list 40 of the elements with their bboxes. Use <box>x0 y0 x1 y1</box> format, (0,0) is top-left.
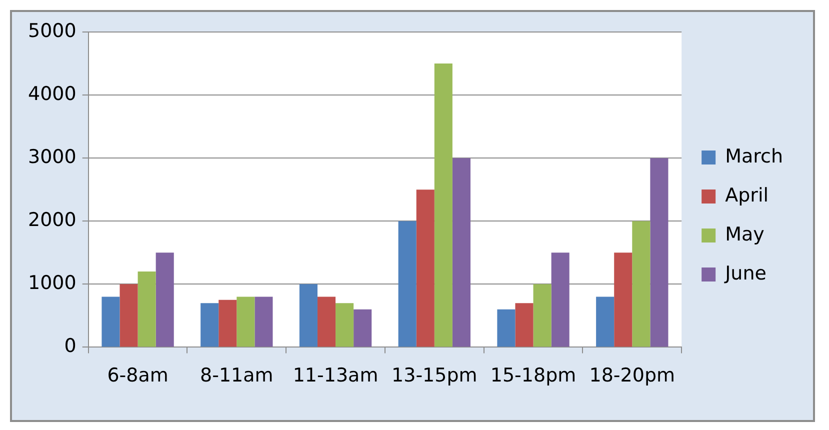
bar <box>236 296 255 347</box>
bar <box>200 303 219 347</box>
bar <box>650 158 668 347</box>
bar <box>614 252 632 347</box>
bar <box>596 296 614 347</box>
y-tick-label: 1000 <box>28 272 76 294</box>
bar <box>632 221 650 347</box>
x-tick-label: 6-8am <box>107 364 168 387</box>
legend-label: April <box>725 184 769 206</box>
x-tick-label: 18-20pm <box>589 364 676 387</box>
bar <box>102 296 120 347</box>
x-tick-label: 13-15pm <box>392 364 478 387</box>
bar <box>452 158 470 347</box>
legend-label: May <box>725 223 764 246</box>
bar <box>416 190 434 347</box>
bar <box>120 284 138 347</box>
bar <box>299 284 318 347</box>
legend-label: June <box>724 262 766 284</box>
bar <box>434 64 452 347</box>
x-tick-label: 15-18pm <box>490 364 576 387</box>
x-tick-label: 8-11am <box>200 364 274 387</box>
bar <box>551 252 570 347</box>
legend-label: March <box>725 145 784 168</box>
bar <box>254 296 273 347</box>
bar <box>354 309 372 347</box>
bar <box>497 309 516 347</box>
bar <box>138 272 156 347</box>
bar <box>156 252 174 347</box>
bar <box>398 221 416 347</box>
bar <box>336 303 354 347</box>
y-tick-label: 5000 <box>28 20 76 42</box>
bar <box>533 284 552 347</box>
y-tick-label: 2000 <box>28 209 76 232</box>
bar <box>218 300 237 347</box>
bar <box>317 296 336 347</box>
y-tick-label: 0 <box>64 335 76 358</box>
y-tick-label: 4000 <box>28 82 76 105</box>
x-tick-label: 11-13am <box>292 364 378 387</box>
y-tick-label: 3000 <box>28 146 76 168</box>
bar <box>515 303 534 347</box>
